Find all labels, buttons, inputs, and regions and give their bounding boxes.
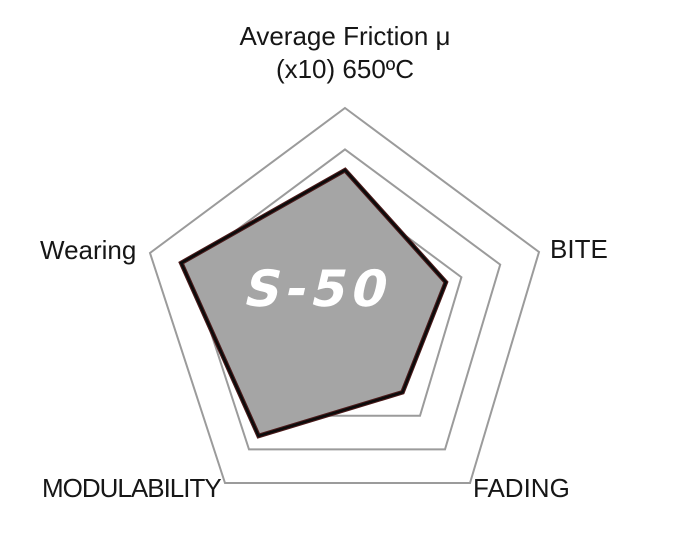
grid-ring-level-5 xyxy=(148,106,541,484)
axis-label-fading: FADING xyxy=(473,473,570,503)
title-line2: (x10) 650ºC xyxy=(275,54,415,84)
axis-label-average-friction: Average Friction μ (x10) 650ºC xyxy=(145,20,545,86)
axis-label-bite: BITE xyxy=(550,234,608,264)
axis-label-wearing: Wearing xyxy=(40,235,137,265)
data-series xyxy=(178,167,449,439)
axis-label-modulability: MODULABILITY xyxy=(42,473,222,503)
data-polygon-edge xyxy=(179,168,448,438)
series-logo-s50: S-50 xyxy=(239,260,399,318)
title-line1: Average Friction μ xyxy=(239,21,451,51)
